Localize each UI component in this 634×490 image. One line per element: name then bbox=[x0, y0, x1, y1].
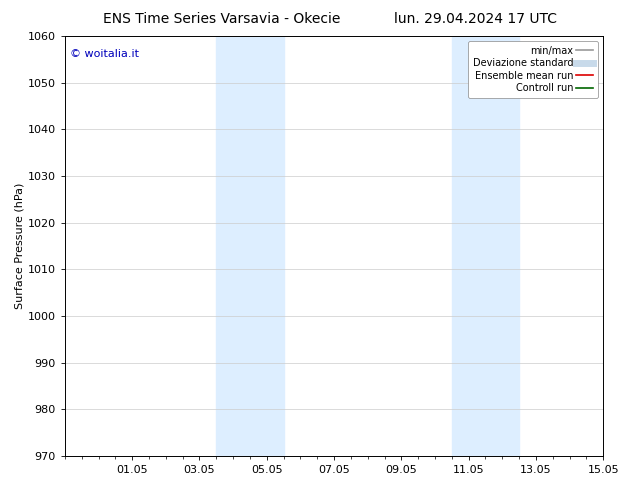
Text: © woitalia.it: © woitalia.it bbox=[70, 49, 139, 59]
Text: ENS Time Series Varsavia - Okecie: ENS Time Series Varsavia - Okecie bbox=[103, 12, 340, 26]
Bar bbox=[216, 36, 283, 456]
Y-axis label: Surface Pressure (hPa): Surface Pressure (hPa) bbox=[15, 183, 25, 309]
Text: lun. 29.04.2024 17 UTC: lun. 29.04.2024 17 UTC bbox=[394, 12, 557, 26]
Legend: min/max, Deviazione standard, Ensemble mean run, Controll run: min/max, Deviazione standard, Ensemble m… bbox=[468, 41, 598, 98]
Bar bbox=[452, 36, 519, 456]
